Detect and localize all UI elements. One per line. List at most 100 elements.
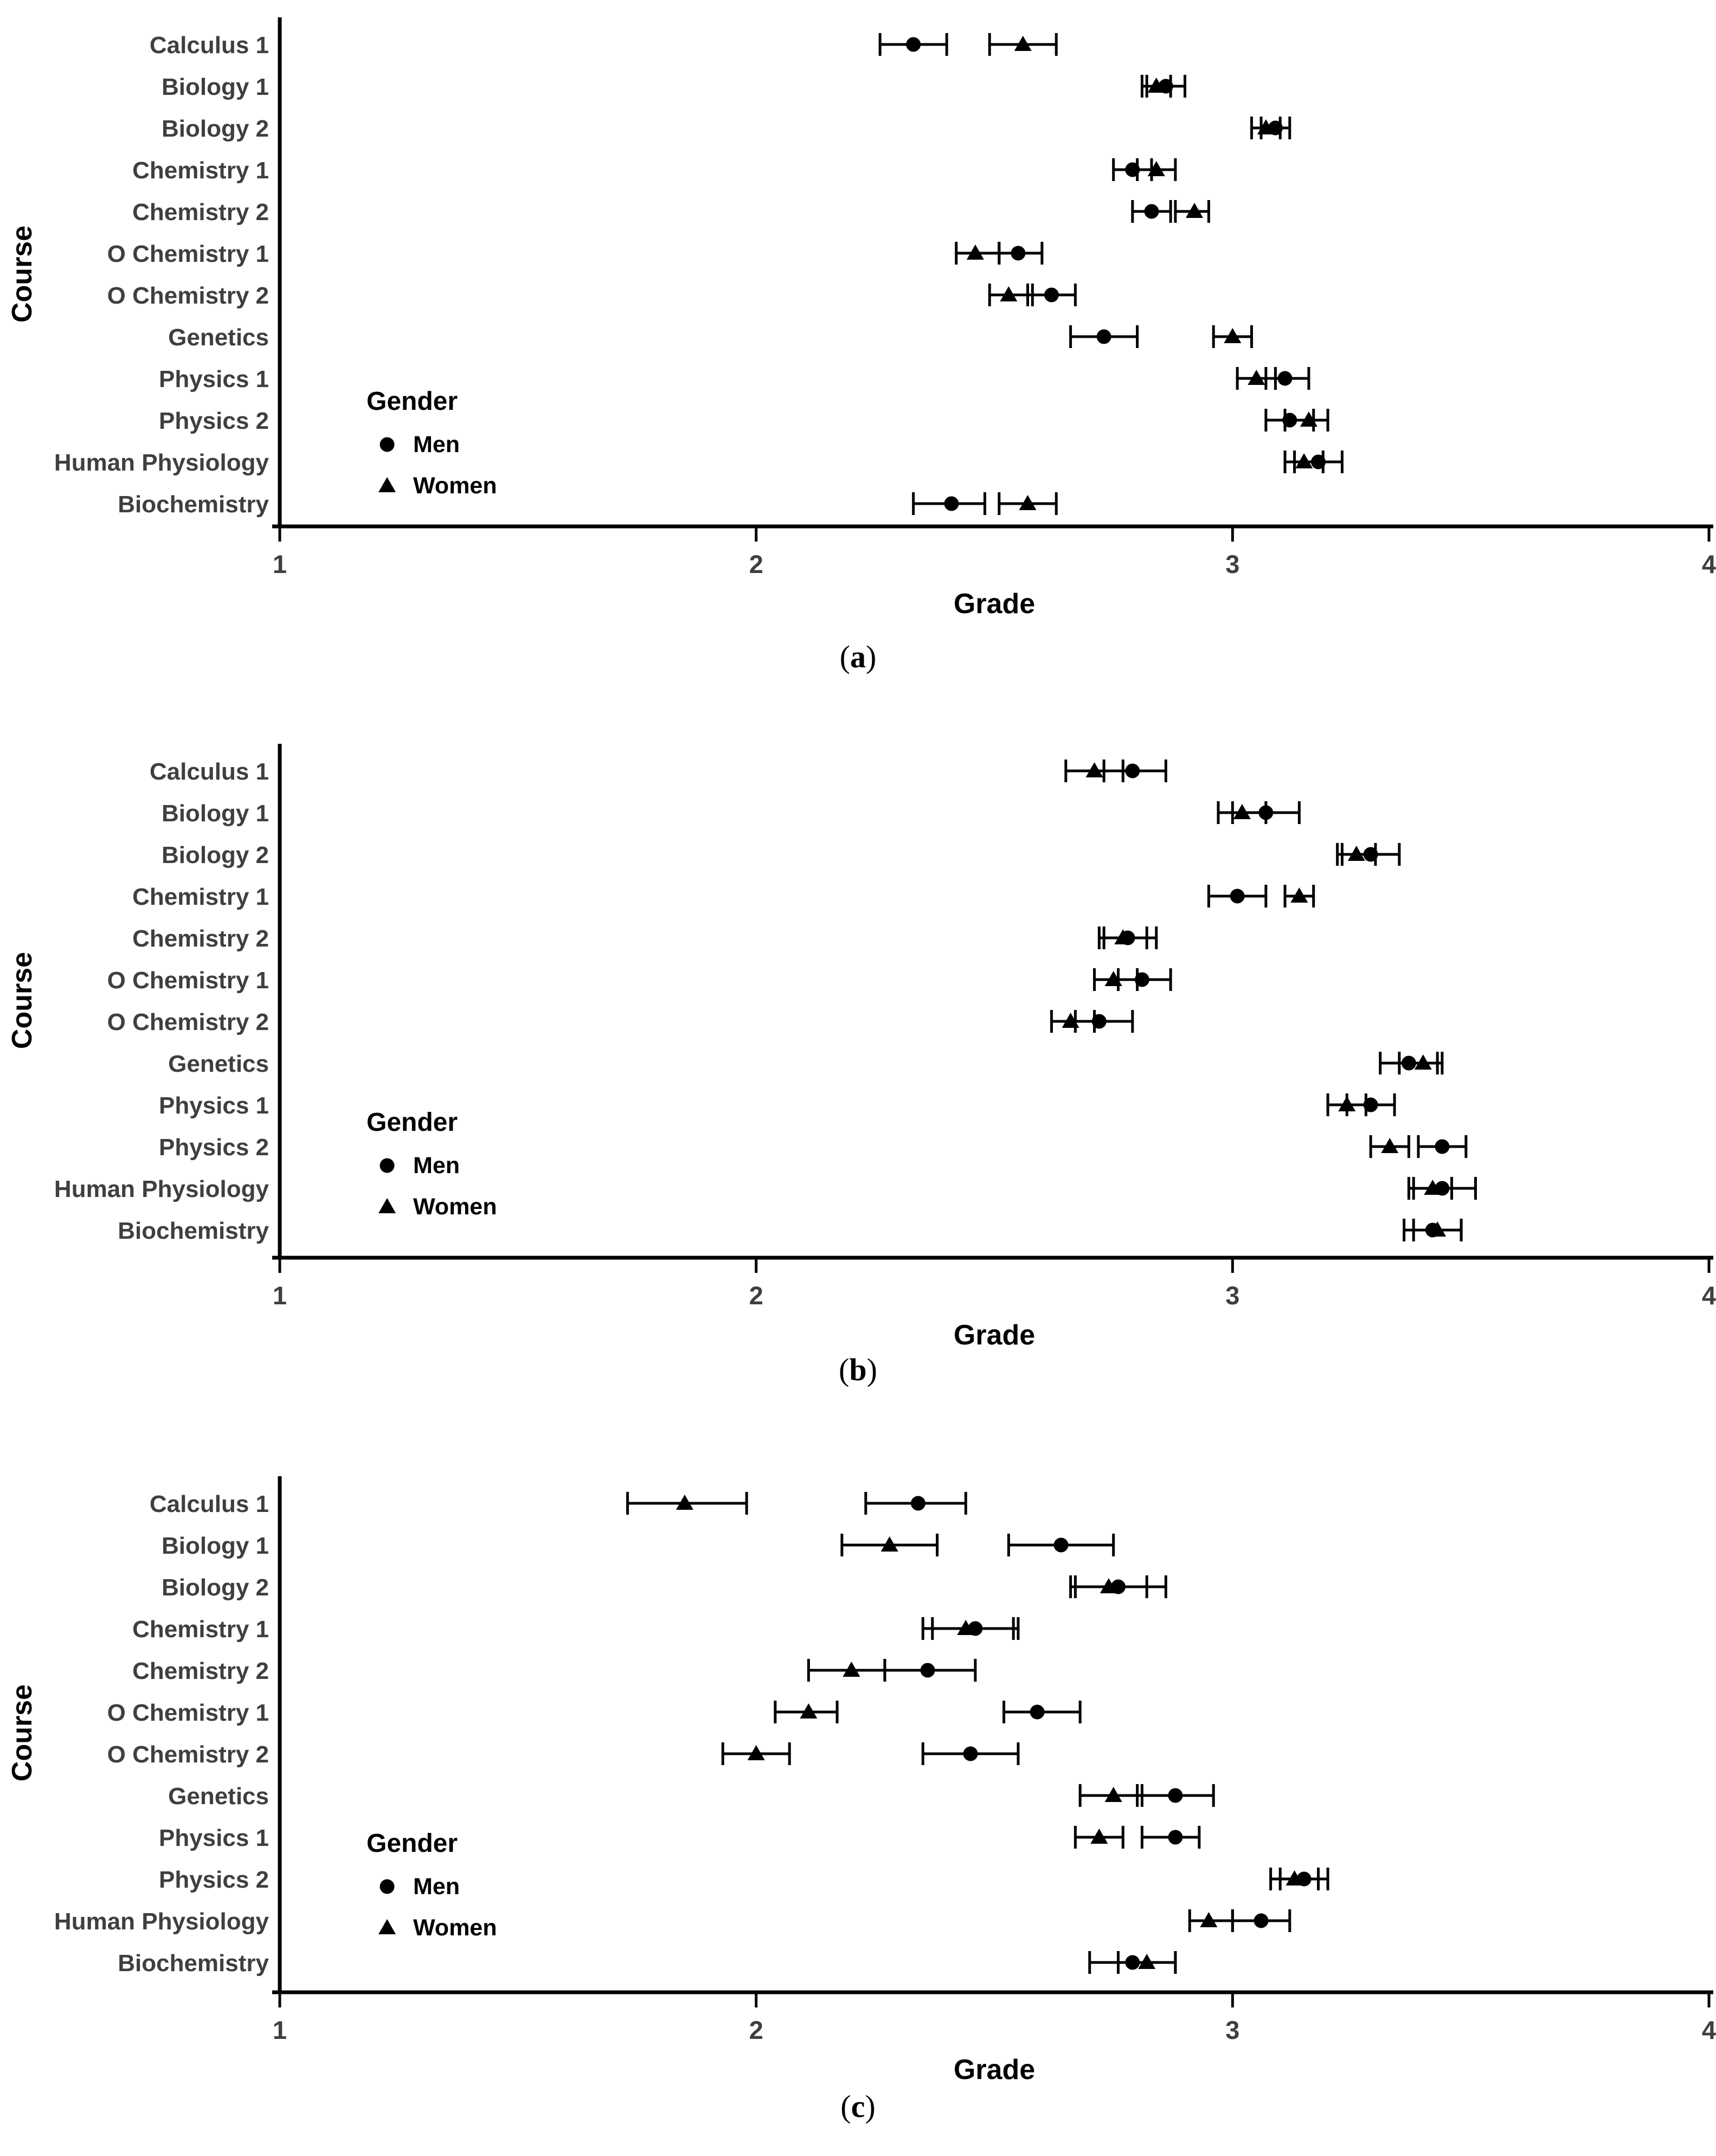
course-label: Biochemistry — [118, 491, 269, 518]
data-point-marker-men — [968, 1621, 983, 1636]
course-label: Physics 2 — [159, 408, 269, 434]
x-axis-title: Grade — [954, 588, 1035, 620]
data-point-marker-men — [1230, 889, 1245, 904]
data-point-marker-women — [1186, 203, 1204, 218]
course-label: Biology 1 — [162, 74, 269, 100]
data-point-marker-women — [1090, 1829, 1108, 1844]
data-point-marker-men — [1363, 847, 1378, 862]
course-label: Calculus 1 — [150, 758, 269, 785]
course-label: Genetics — [168, 1783, 269, 1810]
data-point-marker-women — [966, 244, 984, 260]
course-label: Biology 2 — [162, 115, 269, 142]
data-point-marker-women — [800, 1703, 818, 1719]
course-label: O Chemistry 1 — [107, 241, 269, 267]
data-point-marker-men — [910, 1496, 926, 1511]
course-label: Human Physiology — [54, 1176, 269, 1202]
data-point-marker-men — [1053, 1537, 1069, 1553]
data-point-marker-men — [1363, 1097, 1378, 1112]
legend-item-men: Men — [413, 1153, 460, 1179]
data-point-marker-men — [1110, 1579, 1126, 1594]
x-tick-label: 4 — [1702, 550, 1716, 578]
y-axis-title: Course — [7, 1684, 38, 1781]
data-point-marker-men — [1425, 1222, 1440, 1238]
caption-letter: a — [850, 639, 866, 674]
data-point-marker-men — [1401, 1056, 1416, 1071]
course-label: Physics 1 — [159, 1825, 269, 1851]
panel-a: 1 2 3 4 Calculus 1 Biology 1 Biology 2 Chemistr… — [0, 0, 1716, 721]
data-point-marker-men — [1134, 972, 1149, 987]
course-label: Biology 1 — [162, 1533, 269, 1559]
x-tick-label: 2 — [749, 2016, 763, 2044]
caption-open-paren: ( — [840, 2089, 851, 2124]
circle-icon — [380, 1158, 395, 1173]
panel-b-chart: 1 2 3 4 Calculus 1 Biology 1 Biology 2 Chemistr… — [7, 744, 1716, 1351]
course-label: Human Physiology — [54, 449, 269, 476]
x-tick-label: 4 — [1702, 1281, 1716, 1310]
caption-close-paren: ) — [865, 2089, 876, 2124]
caption-open-paren: ( — [839, 1352, 850, 1387]
data-point-marker-men — [1258, 805, 1274, 820]
data-point-marker-men — [1144, 204, 1159, 219]
data-point-marker-women — [747, 1745, 765, 1760]
course-label: Calculus 1 — [150, 1491, 269, 1517]
course-label: Biochemistry — [118, 1218, 269, 1244]
caption-close-paren: ) — [866, 639, 877, 674]
legend-item-women: Women — [413, 1915, 497, 1941]
course-label: Chemistry 1 — [132, 1616, 269, 1643]
panel-a-caption: (a) — [0, 639, 1716, 675]
course-label: Physics 1 — [159, 366, 269, 392]
course-label: O Chemistry 2 — [107, 1741, 269, 1768]
x-axis-title: Grade — [954, 1320, 1035, 1351]
course-label: Physics 2 — [159, 1867, 269, 1893]
course-label: O Chemistry 2 — [107, 1009, 269, 1035]
data-point-marker-men — [1125, 1955, 1140, 1970]
course-label: Physics 1 — [159, 1092, 269, 1119]
course-label: Chemistry 1 — [132, 884, 269, 910]
panel-b-caption: (b) — [0, 1351, 1716, 1388]
course-label: Physics 2 — [159, 1134, 269, 1161]
course-label: Biology 2 — [162, 1574, 269, 1601]
data-point-marker-men — [1310, 454, 1326, 469]
x-tick-label: 2 — [749, 1281, 763, 1310]
x-tick-label: 3 — [1225, 1281, 1239, 1310]
data-point-marker-men — [1044, 287, 1059, 303]
data-point-marker-women — [1200, 1912, 1218, 1927]
y-axis-title: Course — [7, 952, 38, 1049]
data-point-marker-men — [944, 496, 959, 511]
data-point-marker-women — [1085, 762, 1103, 777]
caption-letter: b — [849, 1352, 867, 1387]
course-label: O Chemistry 1 — [107, 1700, 269, 1726]
data-point-marker-women — [1381, 1138, 1399, 1153]
data-point-marker-women — [1248, 370, 1265, 385]
course-label: O Chemistry 1 — [107, 967, 269, 994]
data-point-marker-men — [1096, 329, 1111, 344]
legend-item-women: Women — [413, 1194, 497, 1220]
course-label: Chemistry 2 — [132, 199, 269, 226]
data-point-marker-men — [1125, 763, 1140, 778]
course-label: Genetics — [168, 1051, 269, 1077]
data-point-marker-men — [1282, 413, 1297, 428]
x-tick-label: 2 — [749, 550, 763, 578]
y-axis-title: Course — [7, 226, 38, 323]
x-tick-label: 1 — [273, 550, 287, 578]
x-axis-title: Grade — [954, 2054, 1035, 2086]
data-point-marker-men — [920, 1663, 935, 1678]
legend-item-men: Men — [413, 1874, 460, 1900]
panel-c: 1 2 3 4 Calculus 1 Biology 1 Biology 2 Chemistr… — [0, 1442, 1716, 2156]
course-label: Biochemistry — [118, 1950, 269, 1977]
caption-open-paren: ( — [839, 639, 850, 674]
panel-b: 1 2 3 4 Calculus 1 Biology 1 Biology 2 Chemistr… — [0, 721, 1716, 1442]
legend-item-women: Women — [413, 473, 497, 499]
data-point-marker-men — [1168, 1788, 1183, 1803]
data-point-marker-men — [906, 37, 921, 52]
data-point-marker-women — [1019, 495, 1037, 510]
data-point-marker-men — [1296, 1871, 1312, 1887]
course-label: Biology 1 — [162, 800, 269, 827]
course-label: Genetics — [168, 324, 269, 351]
course-label: O Chemistry 2 — [107, 282, 269, 309]
data-point-marker-women — [676, 1495, 693, 1510]
panel-c-caption: (c) — [0, 2088, 1716, 2125]
course-label: Calculus 1 — [150, 32, 269, 59]
course-label: Chemistry 1 — [132, 157, 269, 184]
